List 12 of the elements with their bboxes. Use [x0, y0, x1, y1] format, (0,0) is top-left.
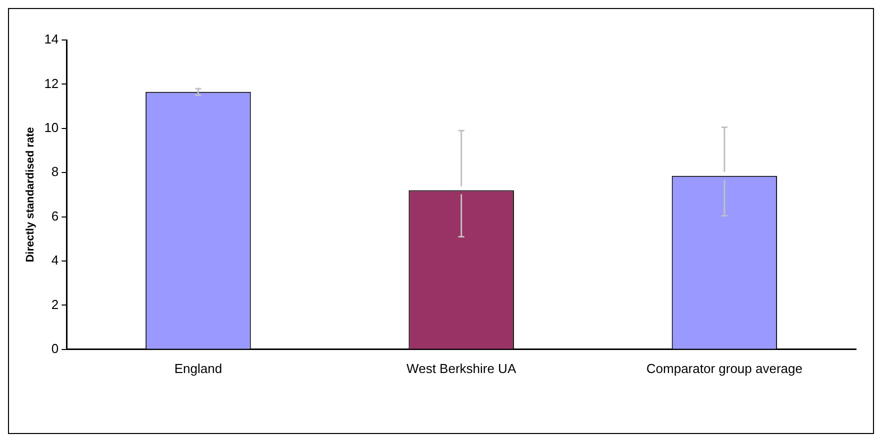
y-tick-label: 6: [51, 208, 59, 224]
y-tick-label: 0: [51, 340, 59, 356]
y-tick-label: 14: [44, 32, 59, 47]
y-tick-label: 4: [51, 252, 59, 268]
x-tick-label: England: [174, 360, 222, 376]
y-tick-label: 2: [51, 296, 59, 312]
x-tick-label: West Berkshire UA: [406, 360, 516, 376]
y-tick-label: 8: [51, 164, 59, 180]
y-tick-label: 10: [44, 120, 59, 135]
y-tick-label: 12: [44, 76, 59, 91]
y-axis-title: Directly standardised rate: [24, 127, 37, 262]
x-tick-label: Comparator group average: [646, 360, 802, 376]
